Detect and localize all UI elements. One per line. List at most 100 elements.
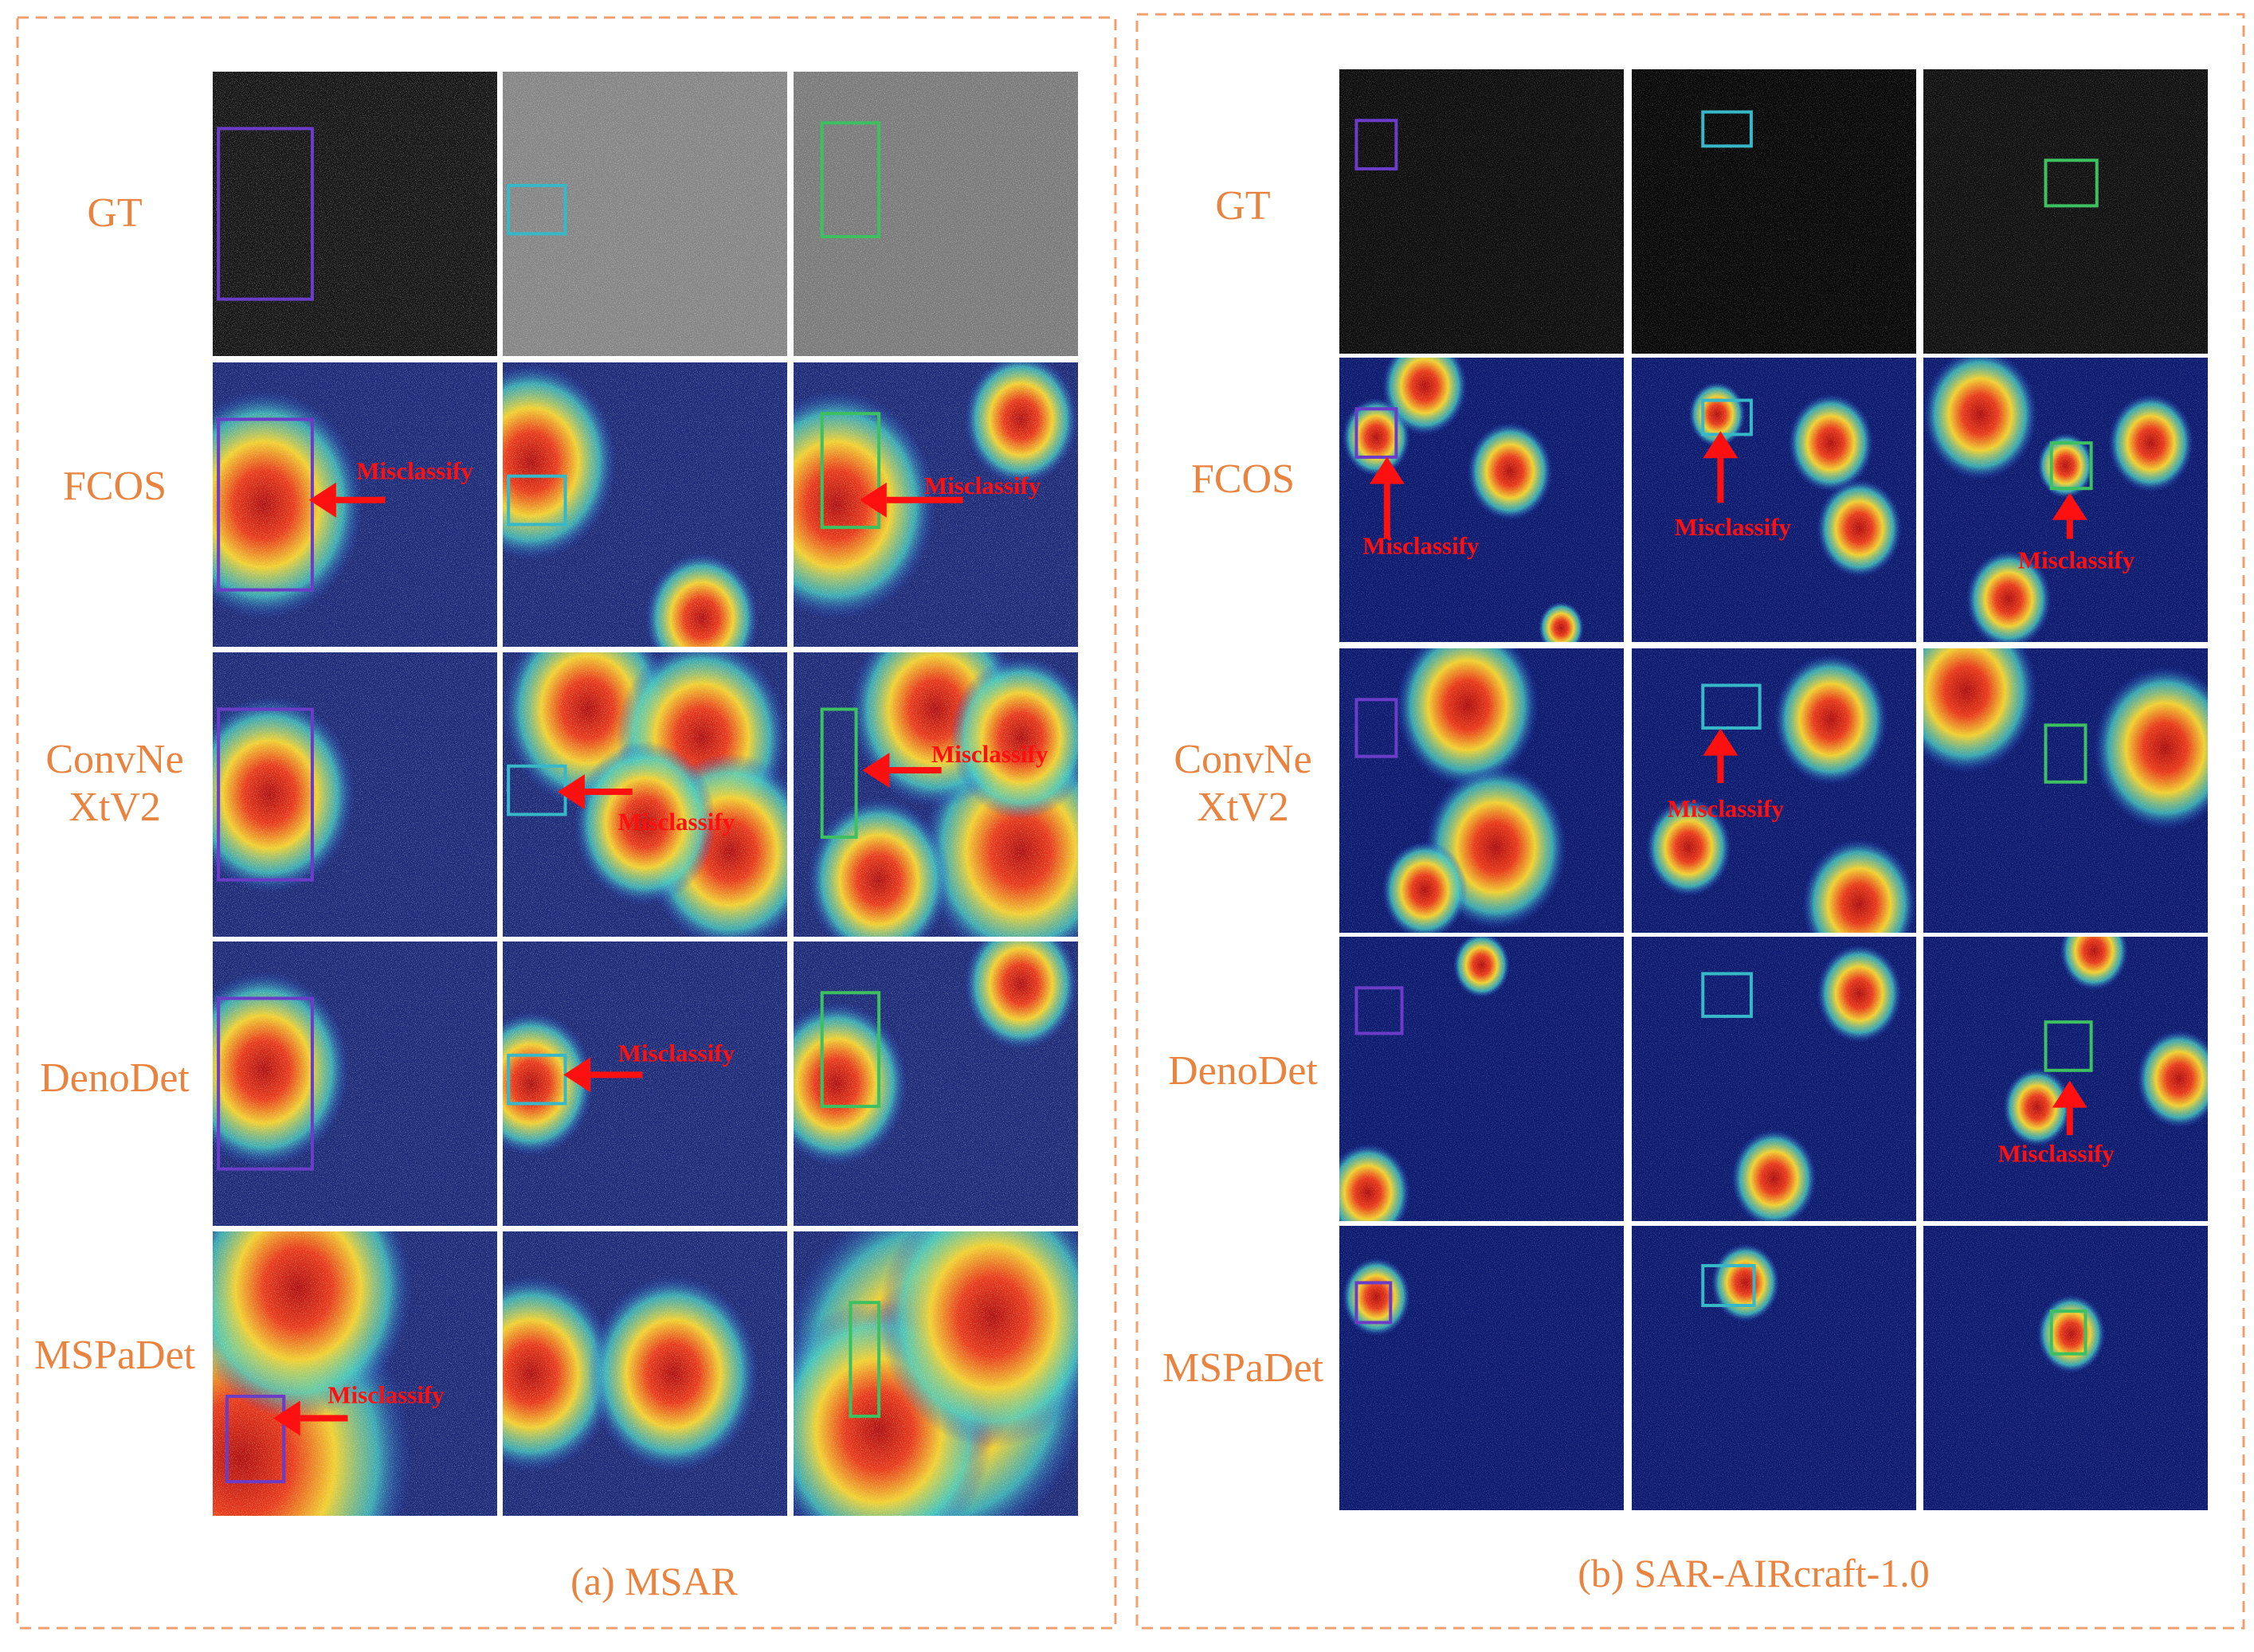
speckle-noise	[213, 1231, 497, 1516]
result-image	[1339, 648, 1624, 933]
speckle-noise	[1923, 937, 2208, 1221]
speckle-noise	[213, 652, 497, 937]
speckle-noise	[1339, 69, 1624, 354]
result-image	[1923, 937, 2208, 1221]
row-label: GT	[87, 190, 142, 236]
misclassify-label: Misclassify	[1668, 795, 1785, 823]
bounding-box	[820, 991, 881, 1109]
row-label: MSPaDet	[34, 1333, 196, 1378]
result-image	[213, 652, 497, 937]
row-label-line: DenoDet	[1168, 1048, 1318, 1094]
result-image	[213, 362, 497, 647]
row-label-line: XtV2	[1197, 785, 1289, 830]
bounding-box	[507, 183, 567, 236]
result-image	[1923, 1226, 2208, 1510]
speckle-noise	[794, 941, 1078, 1226]
row-label: DenoDet	[40, 1055, 190, 1101]
bounding-box	[1354, 698, 1398, 758]
row-label-line: GT	[1215, 183, 1270, 229]
result-image	[213, 72, 497, 356]
arrow-head	[1369, 456, 1405, 484]
bounding-box	[2049, 441, 2093, 491]
result-image	[1632, 1226, 1916, 1510]
result-image	[1632, 358, 1916, 642]
arrow-head	[2052, 1080, 2087, 1108]
bounding-box	[1701, 110, 1753, 148]
misclassify-label: Misclassify	[1362, 532, 1480, 560]
speckle-noise	[1632, 648, 1916, 933]
result-image	[1339, 69, 1624, 354]
row-label-line: GT	[87, 190, 142, 236]
result-image	[1923, 648, 2208, 933]
speckle-noise	[1632, 1226, 1916, 1510]
speckle-noise	[1339, 1226, 1624, 1510]
speckle-noise	[1632, 358, 1916, 642]
row-label-line: DenoDet	[40, 1055, 190, 1101]
speckle-noise	[1339, 937, 1624, 1221]
result-image	[1632, 937, 1916, 1221]
row-label-line: XtV2	[69, 785, 161, 830]
arrow-head	[563, 1057, 591, 1093]
bounding-box	[217, 417, 314, 592]
panel-caption: (b) SAR-AIRcraft-1.0	[1578, 1551, 1930, 1595]
bounding-box	[2044, 159, 2099, 208]
speckle-noise	[213, 72, 497, 356]
result-image	[503, 362, 787, 647]
row-label-line: MSPaDet	[34, 1333, 196, 1378]
bounding-box	[2044, 1020, 2093, 1072]
bounding-box	[2044, 723, 2087, 784]
speckle-noise	[794, 72, 1078, 356]
speckle-noise	[1632, 937, 1916, 1221]
row-label: GT	[1215, 183, 1270, 229]
speckle-noise	[1632, 69, 1916, 354]
arrow-head	[308, 482, 336, 518]
result-image	[1632, 69, 1916, 354]
speckle-noise	[1339, 648, 1624, 933]
result-image	[503, 652, 787, 937]
speckle-noise	[1923, 1226, 2208, 1510]
result-image	[1339, 937, 1624, 1221]
result-image	[503, 941, 787, 1226]
row-label-line: MSPaDet	[1162, 1345, 1324, 1391]
bounding-box	[2049, 1309, 2087, 1356]
speckle-noise	[1339, 358, 1624, 642]
misclassify-label: Misclassify	[327, 1381, 445, 1409]
result-image	[794, 941, 1078, 1226]
misclassify-label: Misclassify	[924, 472, 1041, 499]
speckle-noise	[503, 652, 787, 937]
row-label: MSPaDet	[1162, 1345, 1324, 1391]
bounding-box	[1354, 986, 1404, 1035]
result-image	[1632, 648, 1916, 933]
arrow-head	[862, 752, 890, 788]
speckle-noise	[794, 1231, 1078, 1516]
misclassify-label: Misclassify	[618, 1039, 735, 1067]
row-label-line: ConvNe	[1174, 737, 1311, 782]
misclassify-label: Misclassify	[618, 808, 735, 836]
bounding-box	[217, 996, 314, 1171]
result-image	[503, 72, 787, 356]
speckle-noise	[213, 941, 497, 1226]
row-label: ConvNe XtV2	[1174, 737, 1311, 830]
row-label: DenoDet	[1168, 1048, 1318, 1094]
speckle-noise	[794, 652, 1078, 937]
row-label-line: ConvNe	[45, 737, 183, 782]
result-image	[794, 362, 1078, 647]
bounding-box	[507, 474, 567, 527]
result-image	[794, 1231, 1078, 1516]
row-label-line: FCOS	[63, 464, 167, 509]
misclassify-label: Misclassify	[2018, 546, 2135, 574]
result-image	[1923, 69, 2208, 354]
speckle-noise	[503, 941, 787, 1226]
misclassify-label: Misclassify	[931, 740, 1049, 768]
panel-border	[1135, 13, 2245, 1630]
arrow-head	[2052, 492, 2087, 520]
result-image	[1339, 1226, 1624, 1510]
bounding-box	[1354, 407, 1398, 459]
result-image	[503, 1231, 787, 1516]
speckle-noise	[503, 1231, 787, 1516]
result-image	[1923, 358, 2208, 642]
speckle-noise	[503, 362, 787, 647]
arrow-head	[1703, 728, 1739, 756]
